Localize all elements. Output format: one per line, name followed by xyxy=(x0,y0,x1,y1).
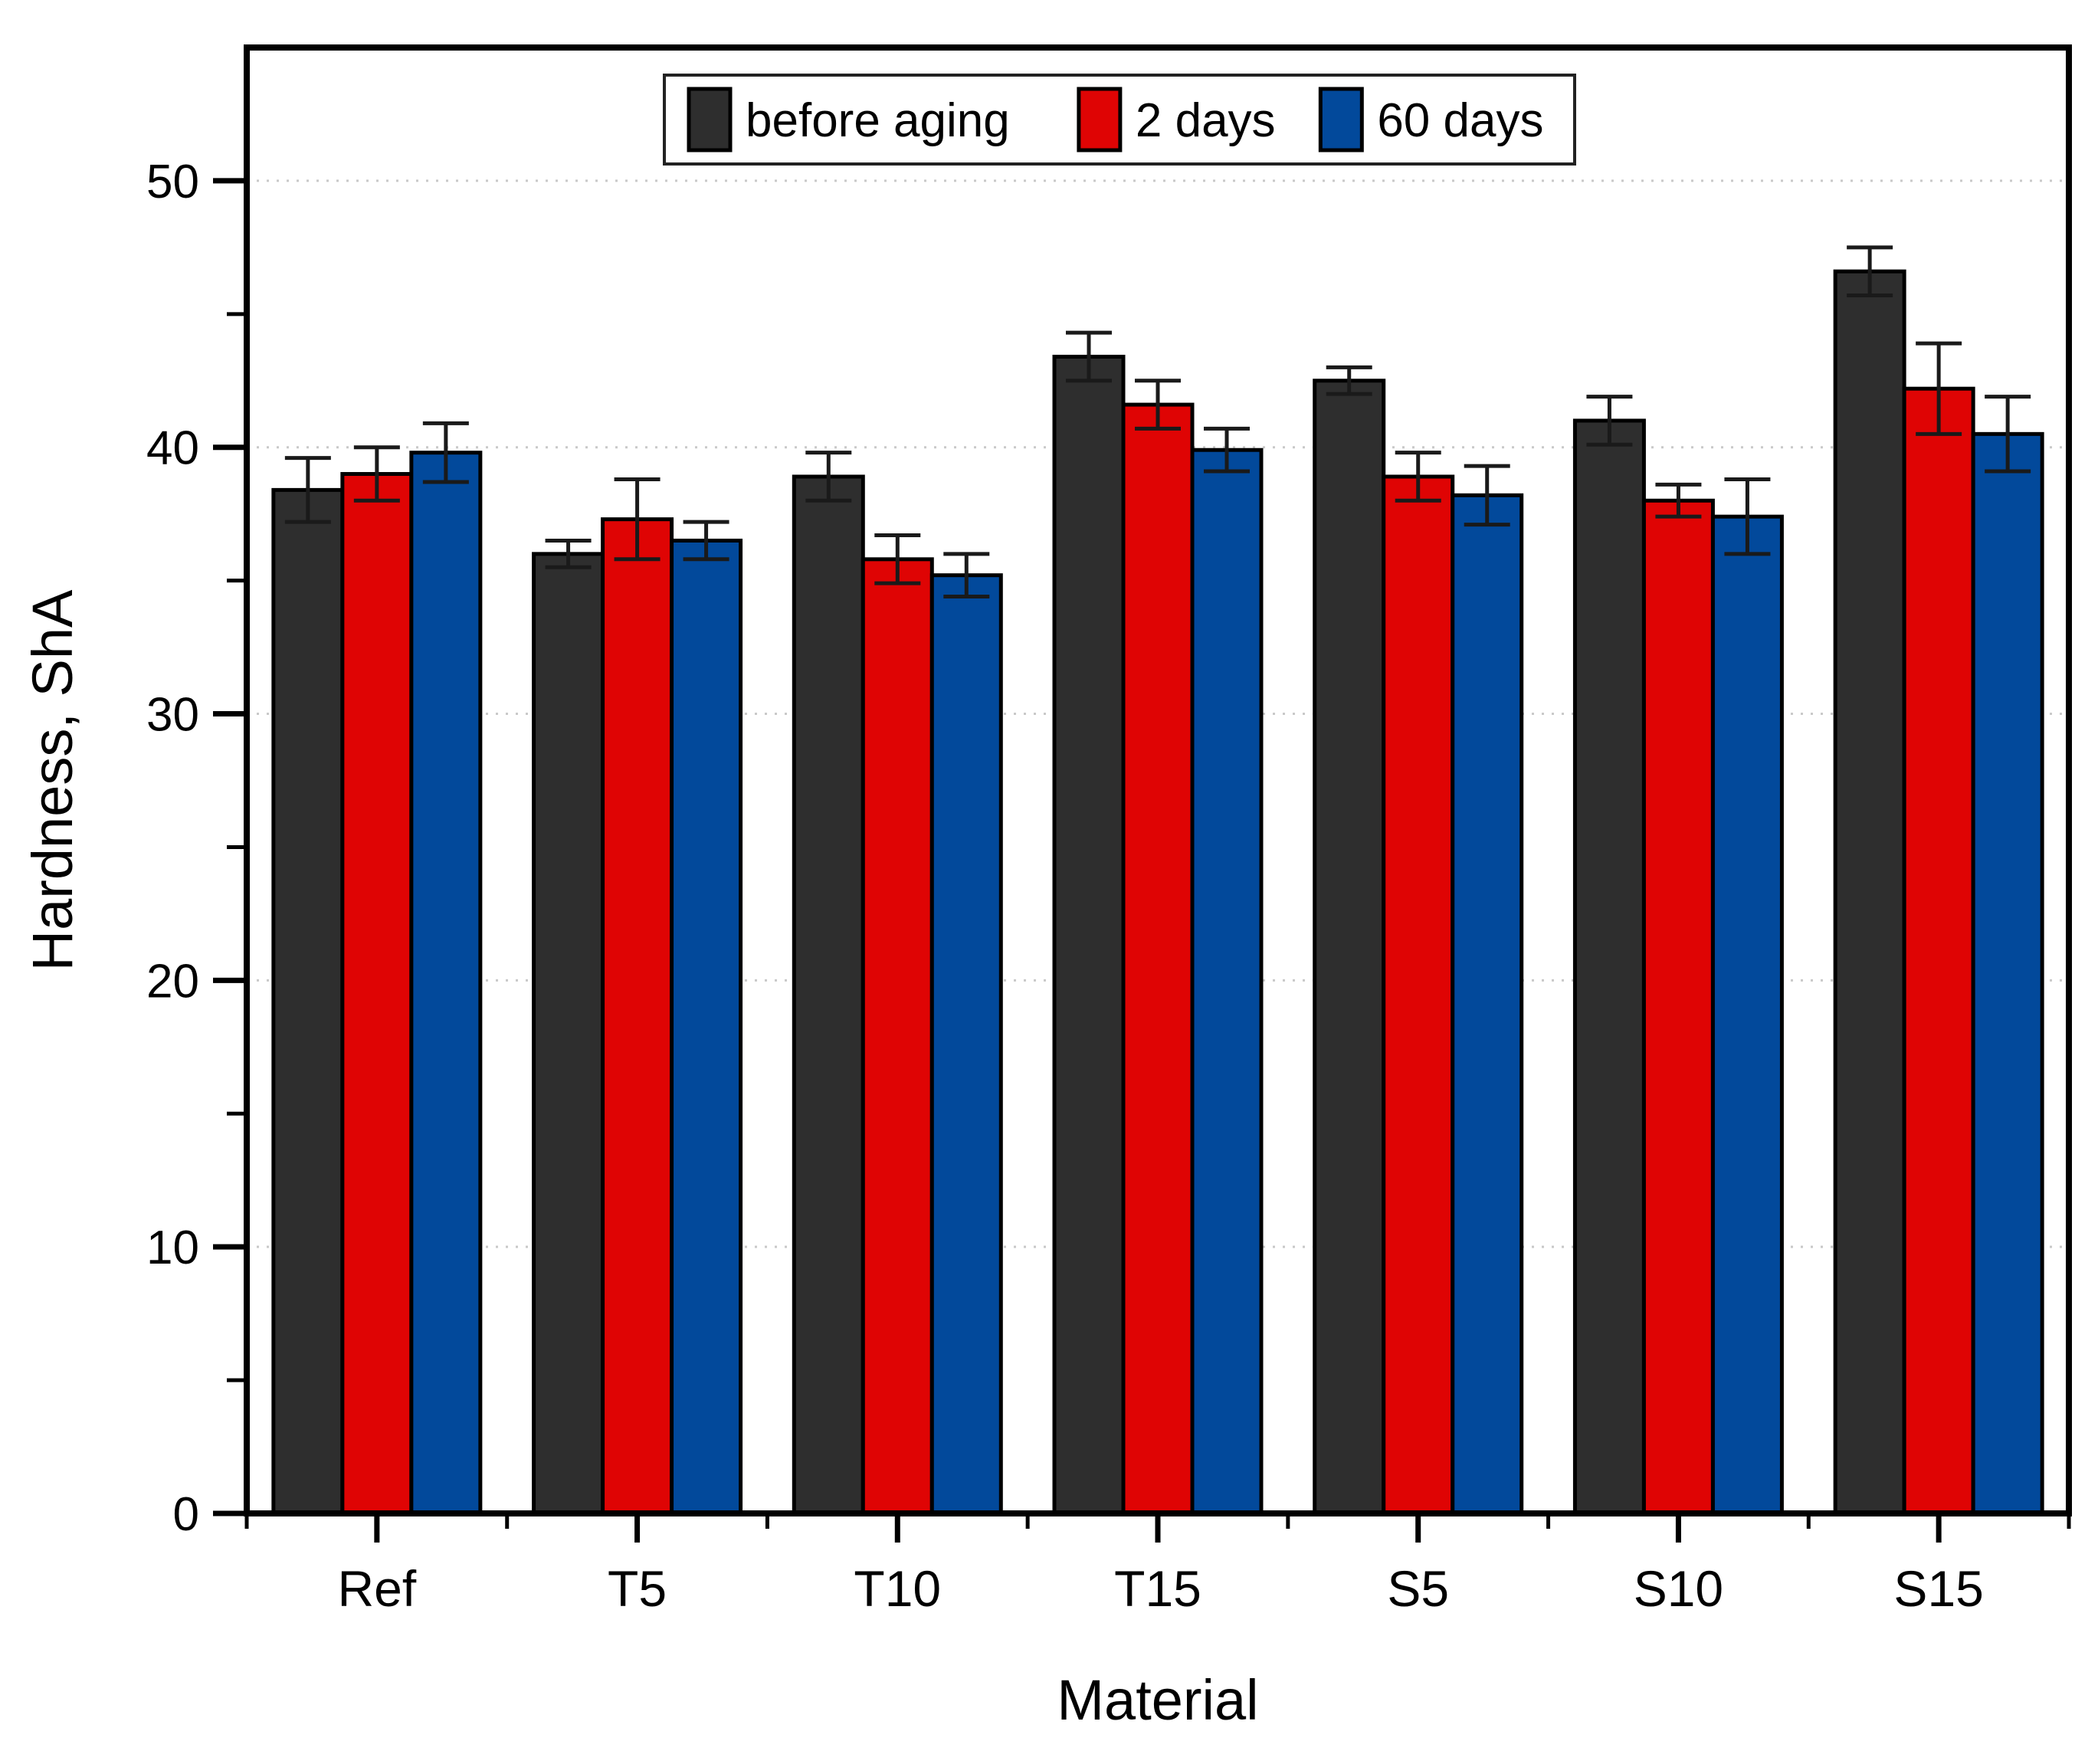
bar-before-aging-S10 xyxy=(1572,418,1646,1516)
legend-swatch-60-days xyxy=(1318,87,1364,152)
bar-60-days-Ref xyxy=(409,451,483,1516)
x-axis-title: Material xyxy=(1057,1668,1258,1732)
legend-label-60-days: 60 days xyxy=(1377,94,1543,147)
x-axis-tick-label-T5: T5 xyxy=(608,1560,667,1617)
x-axis-tick-label-T15: T15 xyxy=(1114,1560,1201,1617)
bar-2-days-S5 xyxy=(1382,474,1455,1516)
bar-before-aging-T5 xyxy=(532,552,605,1516)
bar-2-days-S10 xyxy=(1641,498,1715,1516)
x-axis-tick-label-Ref: Ref xyxy=(337,1560,416,1617)
bar-before-aging-Ref xyxy=(271,487,345,1516)
bar-before-aging-S5 xyxy=(1313,379,1386,1516)
bar-2-days-Ref xyxy=(340,472,414,1516)
x-axis-tick-label-S10: S10 xyxy=(1634,1560,1723,1617)
y-axis-tick-label: 30 xyxy=(146,689,199,742)
y-axis-tick-label: 10 xyxy=(146,1221,199,1274)
bar-before-aging-T15 xyxy=(1052,354,1126,1516)
y-axis-tick-label: 40 xyxy=(146,422,199,475)
y-axis-tick-label: 20 xyxy=(146,955,199,1008)
legend-swatch-2-days xyxy=(1077,87,1123,152)
x-axis-tick-label-S5: S5 xyxy=(1387,1560,1449,1617)
bar-60-days-S10 xyxy=(1710,514,1784,1516)
bar-before-aging-S15 xyxy=(1833,269,1906,1516)
bar-before-aging-T10 xyxy=(792,474,865,1516)
bar-2-days-S15 xyxy=(1902,386,1975,1516)
bar-2-days-T5 xyxy=(601,517,674,1516)
legend-swatch-before-aging xyxy=(687,87,733,152)
bar-60-days-T5 xyxy=(670,538,743,1516)
y-axis-title: Hardness, ShA xyxy=(21,589,84,971)
y-axis-tick-label: 0 xyxy=(173,1488,199,1541)
bar-60-days-S15 xyxy=(1971,431,2044,1516)
y-axis-tick-label: 50 xyxy=(146,156,199,208)
x-axis-tick-label-S15: S15 xyxy=(1893,1560,1983,1617)
legend-label-before-aging: before aging xyxy=(746,94,1010,147)
bar-60-days-S5 xyxy=(1451,493,1524,1516)
bar-2-days-T15 xyxy=(1121,402,1195,1516)
legend-label-2-days: 2 days xyxy=(1136,94,1276,147)
bar-60-days-T10 xyxy=(929,573,1003,1516)
plot-frame xyxy=(244,44,2072,1516)
bar-60-days-T15 xyxy=(1190,448,1264,1516)
bar-2-days-T10 xyxy=(861,557,934,1516)
x-axis-tick-label-T10: T10 xyxy=(854,1560,941,1617)
